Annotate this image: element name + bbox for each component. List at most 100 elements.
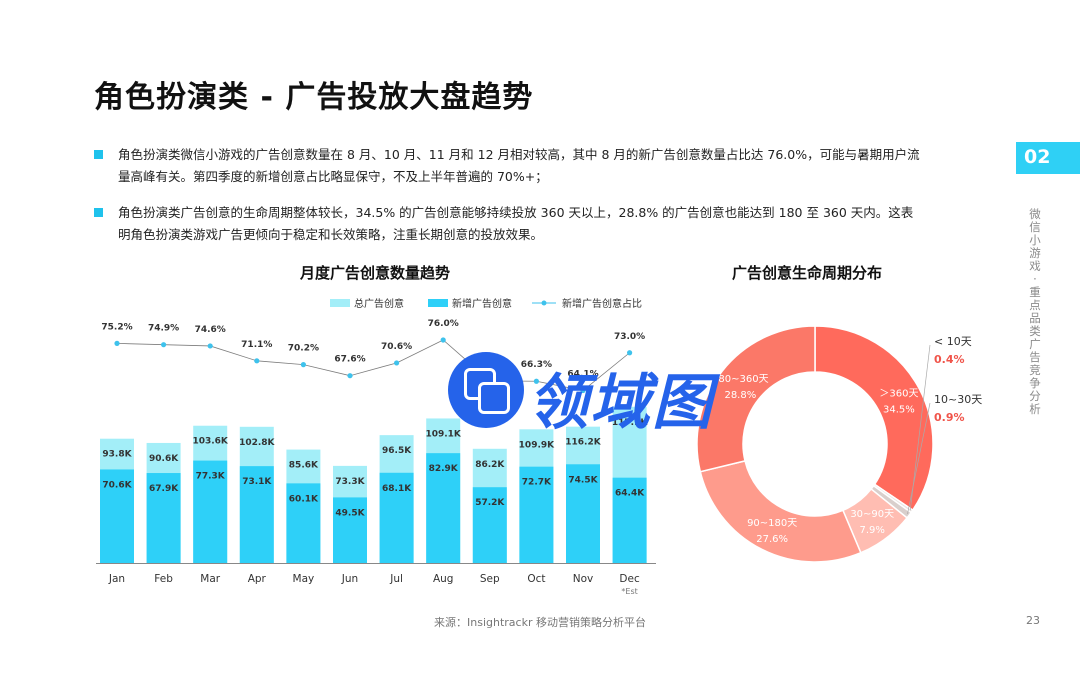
bar-new-label: 77.3K bbox=[196, 472, 226, 482]
x-tick-label: Sep bbox=[480, 573, 500, 585]
ratio-point bbox=[440, 337, 446, 343]
bar-chart-legend: 总广告创意 新增广告创意 新增广告创意占比 bbox=[330, 297, 642, 310]
ratio-label: 71.1% bbox=[241, 340, 272, 350]
bar-new-aug bbox=[426, 453, 461, 563]
ratio-point bbox=[300, 362, 306, 368]
bullet-square-icon bbox=[94, 150, 103, 159]
page-title: 角色扮演类 - 广告投放大盘趋势 bbox=[94, 80, 534, 115]
bar-total-label: 102.8K bbox=[239, 438, 275, 448]
bar-new-apr bbox=[239, 466, 274, 563]
x-tick-label: May bbox=[293, 573, 315, 585]
slice-label-value: 28.8% bbox=[724, 390, 756, 401]
bar-total-label: 109.9K bbox=[519, 440, 555, 450]
ratio-point bbox=[580, 387, 586, 394]
bar-chart: 总广告创意 新增广告创意 新增广告创意占比 93.8K 70.6K 90.6K 67.9K… bbox=[96, 297, 656, 596]
ratio-label: 70.6% bbox=[381, 342, 412, 352]
bar-new-jun bbox=[333, 497, 367, 563]
ratio-label: 74.6% bbox=[195, 325, 226, 335]
callout-label-value: 0.4% bbox=[934, 353, 965, 366]
bar-new-label: 67.9K bbox=[149, 484, 179, 494]
slice-180-360 bbox=[696, 325, 816, 473]
bar-new-label: 49.5K bbox=[335, 508, 365, 518]
callout-label-value: 0.9% bbox=[934, 411, 965, 424]
bar-new-jan bbox=[100, 469, 134, 563]
x-tick-label: Dec bbox=[619, 573, 640, 585]
bar-total-label: 109.1K bbox=[425, 429, 461, 439]
ratio-point bbox=[627, 350, 633, 356]
slice-90-180 bbox=[699, 459, 862, 563]
source-note: 来源：Insightrackr 移动营销策略分析平台 bbox=[434, 616, 646, 629]
watermark-text: 领域图 bbox=[528, 368, 714, 438]
bar-new-label: 74.5K bbox=[568, 475, 598, 485]
x-tick-label: Aug bbox=[433, 573, 454, 585]
slice-label-name: ＞360天 bbox=[879, 388, 918, 399]
bar-total-label: 85.6K bbox=[289, 461, 319, 471]
bar-new-mar bbox=[193, 460, 228, 563]
bullet-square-icon bbox=[94, 208, 103, 217]
x-tick-label: Mar bbox=[200, 573, 220, 585]
ratio-label: 67.6% bbox=[334, 355, 365, 365]
bar-new-label: 68.1K bbox=[382, 484, 412, 494]
bar-total-label: 116.2K bbox=[565, 438, 601, 448]
side-section-label: 微信小游戏 · 重点品类广告竞争分析 bbox=[1029, 207, 1041, 416]
x-estimate-note: *Est bbox=[621, 587, 637, 596]
bar-new-feb bbox=[146, 473, 181, 563]
bullet-2-text: 角色扮演类广告创意的生命周期整体较长，34.5% 的广告创意能够持续投放 360… bbox=[118, 205, 914, 242]
x-tick-label: Feb bbox=[154, 573, 173, 585]
bar-new-nov bbox=[566, 464, 600, 563]
bar-new-label: 60.1K bbox=[289, 494, 319, 504]
bar-new-may bbox=[286, 483, 321, 563]
ratio-point bbox=[347, 373, 353, 379]
bar-new-label: 57.2K bbox=[475, 498, 505, 508]
ratio-label: 76.0% bbox=[428, 319, 459, 329]
bar-new-label: 64.4K bbox=[615, 489, 645, 499]
ratio-line bbox=[116, 339, 630, 392]
x-tick-label: Jul bbox=[389, 573, 403, 585]
ratio-point bbox=[394, 360, 400, 366]
donut-chart-title: 广告创意生命周期分布 bbox=[732, 264, 883, 282]
bar-new-sep bbox=[472, 487, 507, 563]
donut-chart: ＞360天 34.5% 30~90天 7.9% 90~180天 27.6% 180~360天… bbox=[696, 325, 982, 563]
ratio-label: 66.3% bbox=[521, 360, 552, 370]
callout-label-name: 10~30天 bbox=[934, 393, 982, 406]
bar-new-oct bbox=[519, 466, 554, 563]
bullet-2: 角色扮演类广告创意的生命周期整体较长，34.5% 的广告创意能够持续投放 360… bbox=[94, 202, 924, 246]
bar-new-label: 70.6K bbox=[102, 480, 132, 490]
bar-total-label: 93.8K bbox=[102, 450, 132, 460]
ratio-label: 70.2% bbox=[288, 344, 319, 354]
ratio-point bbox=[207, 343, 213, 349]
page-number: 23 bbox=[1026, 614, 1040, 627]
ratio-point bbox=[533, 378, 540, 384]
slice-label-name: 180~360天 bbox=[712, 374, 769, 385]
x-tick-label: Jan bbox=[108, 573, 125, 585]
x-tick-label: Apr bbox=[248, 573, 267, 585]
legend-marker bbox=[541, 300, 547, 306]
bar-new-label: 72.7K bbox=[522, 478, 552, 488]
x-tick-label: Jun bbox=[341, 573, 358, 585]
callout-line bbox=[907, 402, 931, 515]
slice-360-plus bbox=[814, 325, 934, 512]
x-tick-label: Oct bbox=[527, 573, 545, 585]
bar-total-label: 90.6K bbox=[149, 454, 179, 464]
x-tick-label: Nov bbox=[573, 573, 594, 585]
ratio-label: 75.2% bbox=[101, 322, 132, 332]
legend-label-3: 新增广告创意占比 bbox=[562, 297, 642, 310]
bullet-1: 角色扮演类微信小游戏的广告创意数量在 8 月、10 月、11 月和 12 月相对… bbox=[94, 144, 924, 188]
legend-label-2: 新增广告创意 bbox=[452, 297, 512, 310]
callout-label-name: < 10天 bbox=[934, 335, 972, 348]
legend-swatch-1 bbox=[330, 299, 350, 307]
ratio-label: 74.9% bbox=[148, 324, 179, 334]
section-number: 02 bbox=[1024, 146, 1051, 168]
watermark: 领域图 bbox=[448, 352, 764, 438]
bar-new-dec bbox=[612, 477, 647, 563]
bar-total-label: 103.6K bbox=[192, 437, 228, 447]
ratio-label: 64.1% bbox=[567, 370, 598, 380]
legend-swatch-2 bbox=[428, 299, 448, 307]
slice-label-name: 30~90天 bbox=[850, 509, 894, 520]
bar-total-label: 96.5K bbox=[382, 446, 412, 456]
ratio-point bbox=[114, 340, 120, 346]
bar-new-label: 82.9K bbox=[429, 464, 459, 474]
ratio-label: 73.0% bbox=[614, 332, 645, 342]
slice-label-name: 90~180天 bbox=[747, 518, 797, 529]
bar-chart-title: 月度广告创意数量趋势 bbox=[300, 264, 451, 282]
